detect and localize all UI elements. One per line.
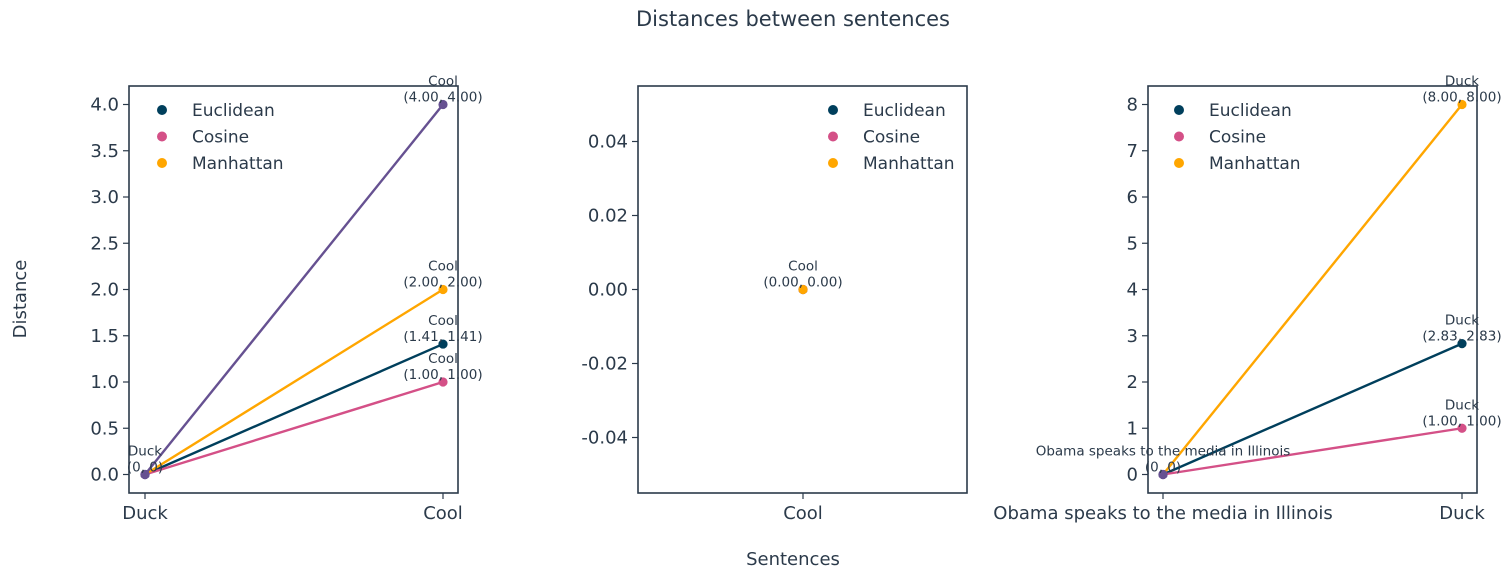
legend-marker-euclidean (157, 105, 167, 115)
y-tick-label: 5 (1127, 233, 1138, 254)
series-line-manhattan (1162, 103, 1463, 476)
legend-label-euclidean: Euclidean (1209, 101, 1292, 121)
y-tick-label: 2.5 (90, 233, 119, 254)
annotation-name: Obama speaks to the media in Illinois (1036, 444, 1291, 460)
annotation-coord: (1.41, 1.41) (403, 329, 482, 345)
data-point (1457, 423, 1467, 433)
series-line-euclidean (144, 342, 444, 476)
y-tick-label: -0.02 (581, 354, 628, 375)
legend-marker-cosine (1174, 131, 1184, 142)
annotation-coord: (0, 0) (1145, 460, 1181, 476)
y-tick-label: 1 (1127, 418, 1138, 439)
y-tick-label: 0.5 (90, 418, 119, 439)
series-line-cosine (1162, 427, 1463, 476)
annotation-name: Cool (428, 351, 458, 367)
annotation-coord: (0, 0) (127, 460, 163, 476)
annotation-name: Duck (1445, 313, 1479, 329)
y-tick-label: 0.00 (588, 280, 628, 301)
annotation-name: Duck (128, 444, 162, 460)
x-tick-label: Duck (1439, 503, 1485, 524)
annotation-coord: (4.00, 4.00) (403, 90, 482, 106)
y-tick-label: 1.0 (90, 372, 119, 393)
x-tick-label: Duck (122, 503, 168, 524)
y-tick-label: 7 (1127, 141, 1138, 162)
legend-marker-manhattan (157, 158, 167, 168)
legend-marker-manhattan (828, 158, 838, 168)
series-line-overlap (144, 103, 444, 476)
x-tick-label: Cool (423, 503, 463, 524)
annotation-coord: (0.00, 0.00) (763, 275, 842, 291)
legend-label-manhattan: Manhattan (863, 154, 955, 174)
y-tick-label: 0 (1127, 465, 1138, 486)
y-tick-label: 0.02 (588, 206, 628, 227)
y-tick-label: 6 (1127, 187, 1138, 208)
data-point (438, 339, 448, 349)
y-tick-label: 8 (1127, 95, 1138, 116)
figure-ylabel: Distance (10, 260, 31, 339)
y-tick-label: 0.04 (588, 132, 628, 153)
y-tick-label: 3.0 (90, 187, 119, 208)
y-tick-label: -0.04 (581, 428, 628, 449)
subplot-3: 0 1 2 3 4 5 6 7 8 Obama speaks to the media in Il… (993, 74, 1501, 525)
data-point (798, 284, 808, 295)
series-line-manhattan (144, 288, 444, 476)
annotation-name: Cool (788, 259, 818, 275)
annotation-name: Cool (428, 259, 458, 275)
annotation-coord: (1.00, 1.00) (1422, 413, 1501, 429)
annotation-name: Cool (428, 313, 458, 329)
annotation-name: Cool (428, 74, 458, 90)
y-tick-label: 2.0 (90, 280, 119, 301)
legend-marker-cosine (157, 131, 167, 142)
data-point (438, 377, 448, 387)
legend-label-euclidean: Euclidean (192, 101, 275, 121)
x-tick-label: Obama speaks to the media in Illinois (993, 503, 1332, 524)
annotation-coord: (2.00, 2.00) (403, 275, 482, 291)
legend-marker-manhattan (1174, 158, 1184, 168)
legend-label-cosine: Cosine (1209, 128, 1266, 148)
data-point (438, 99, 448, 110)
legend-label-cosine: Cosine (863, 128, 920, 148)
legend-label-euclidean: Euclidean (863, 101, 946, 121)
y-tick-label: 0.0 (90, 465, 119, 486)
y-tick-label: 1.5 (90, 326, 119, 347)
annotation-coord: (2.83, 2.83) (1422, 329, 1501, 345)
annotation-coord: (8.00, 8.00) (1422, 90, 1501, 106)
series-line-cosine (144, 380, 444, 476)
legend-label-manhattan: Manhattan (1209, 154, 1301, 174)
y-tick-label: 4.0 (90, 95, 119, 116)
series-line-euclidean (1162, 342, 1463, 476)
data-point (1158, 469, 1168, 480)
data-point (140, 469, 150, 480)
annotation-name: Duck (1445, 74, 1479, 90)
annotation-coord: (1.00, 1.00) (403, 367, 482, 383)
data-point (438, 284, 448, 295)
legend-label-manhattan: Manhattan (192, 154, 284, 174)
x-tick-label: Cool (783, 503, 823, 524)
y-tick-label: 2 (1127, 372, 1138, 393)
figure-title: Distances between sentences (636, 7, 950, 31)
annotation-name: Duck (1445, 397, 1479, 413)
figure-xlabel: Sentences (746, 549, 840, 570)
legend-label-cosine: Cosine (192, 128, 249, 148)
y-tick-label: 4 (1127, 280, 1138, 301)
legend-marker-cosine (828, 131, 838, 142)
data-point (1457, 339, 1467, 349)
legend-marker-euclidean (1174, 105, 1184, 115)
legend-marker-euclidean (828, 105, 838, 115)
y-tick-label: 3.5 (90, 141, 119, 162)
y-tick-label: 3 (1127, 326, 1138, 347)
data-point (1457, 99, 1467, 110)
